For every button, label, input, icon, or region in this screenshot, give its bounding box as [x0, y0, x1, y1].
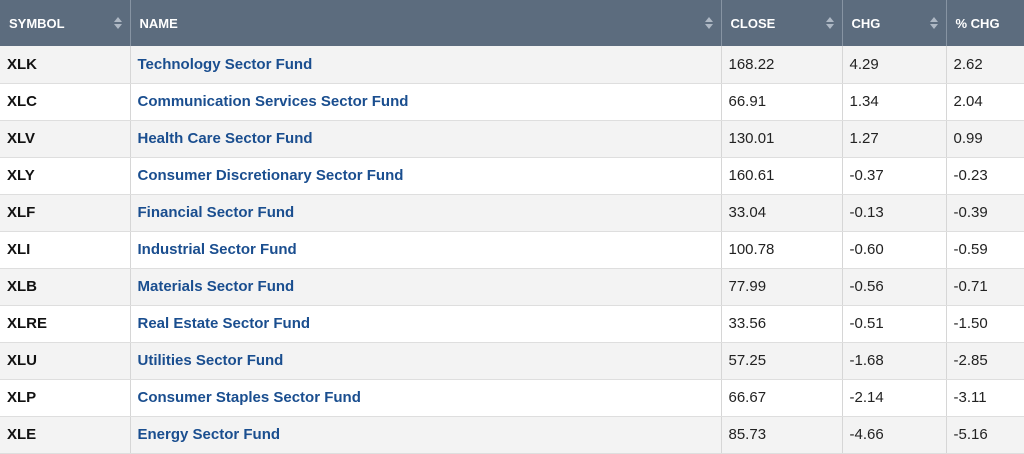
pct-chg-cell: 2.62 [946, 46, 1024, 84]
table-row: XLI Industrial Sector Fund 100.78 -0.60 … [0, 231, 1024, 269]
column-header-label: CHG [851, 15, 881, 31]
symbol-cell: XLP [0, 379, 131, 417]
pct-chg-cell: -0.71 [946, 268, 1024, 306]
close-cell: 57.25 [721, 342, 843, 380]
fund-name-link[interactable]: Utilities Sector Fund [137, 352, 284, 369]
chg-cell: -0.51 [842, 305, 947, 343]
sort-icon [113, 17, 122, 29]
name-cell: Energy Sector Fund [130, 416, 722, 454]
fund-name-link[interactable]: Consumer Staples Sector Fund [137, 389, 361, 406]
fund-name-link[interactable]: Industrial Sector Fund [137, 241, 297, 258]
name-cell: Consumer Staples Sector Fund [130, 379, 722, 417]
name-cell: Materials Sector Fund [130, 268, 722, 306]
name-cell: Communication Services Sector Fund [130, 83, 722, 121]
pct-chg-cell: -1.50 [946, 305, 1024, 343]
close-cell: 85.73 [721, 416, 843, 454]
fund-name-link[interactable]: Health Care Sector Fund [137, 130, 313, 147]
table-row: XLK Technology Sector Fund 168.22 4.29 2… [0, 46, 1024, 84]
column-header-label: % CHG [955, 15, 1000, 31]
chg-cell: -0.60 [842, 231, 947, 269]
fund-name-link[interactable]: Communication Services Sector Fund [137, 93, 409, 110]
pct-chg-cell: -2.85 [946, 342, 1024, 380]
symbol-cell: XLE [0, 416, 131, 454]
chg-cell: -1.68 [842, 342, 947, 380]
close-cell: 130.01 [721, 120, 843, 158]
table-row: XLY Consumer Discretionary Sector Fund 1… [0, 157, 1024, 195]
name-cell: Health Care Sector Fund [130, 120, 722, 158]
pct-chg-cell: -0.23 [946, 157, 1024, 195]
column-header-symbol[interactable]: SYMBOL [0, 0, 131, 46]
sort-icon [825, 17, 834, 29]
chg-cell: 1.27 [842, 120, 947, 158]
chg-cell: 4.29 [842, 46, 947, 84]
name-cell: Utilities Sector Fund [130, 342, 722, 380]
sort-icon [704, 17, 713, 29]
close-cell: 168.22 [721, 46, 843, 84]
fund-name-link[interactable]: Energy Sector Fund [137, 426, 281, 443]
symbol-cell: XLRE [0, 305, 131, 343]
close-cell: 33.56 [721, 305, 843, 343]
table-row: XLV Health Care Sector Fund 130.01 1.27 … [0, 120, 1024, 158]
name-cell: Real Estate Sector Fund [130, 305, 722, 343]
pct-chg-cell: -5.16 [946, 416, 1024, 454]
pct-chg-cell: -3.11 [946, 379, 1024, 417]
chg-cell: -0.37 [842, 157, 947, 195]
table-row: XLU Utilities Sector Fund 57.25 -1.68 -2… [0, 342, 1024, 380]
symbol-cell: XLV [0, 120, 131, 158]
symbol-cell: XLF [0, 194, 131, 232]
close-cell: 66.67 [721, 379, 843, 417]
fund-name-link[interactable]: Materials Sector Fund [137, 278, 295, 295]
table-row: XLB Materials Sector Fund 77.99 -0.56 -0… [0, 268, 1024, 306]
table-row: XLP Consumer Staples Sector Fund 66.67 -… [0, 379, 1024, 417]
column-header-close[interactable]: CLOSE [721, 0, 843, 46]
symbol-cell: XLI [0, 231, 131, 269]
table-row: XLE Energy Sector Fund 85.73 -4.66 -5.16 [0, 416, 1024, 454]
chg-cell: -2.14 [842, 379, 947, 417]
table-row: XLF Financial Sector Fund 33.04 -0.13 -0… [0, 194, 1024, 232]
fund-name-link[interactable]: Financial Sector Fund [137, 204, 295, 221]
close-cell: 160.61 [721, 157, 843, 195]
column-header-pct-chg[interactable]: % CHG [946, 0, 1024, 46]
name-cell: Consumer Discretionary Sector Fund [130, 157, 722, 195]
column-header-label: NAME [139, 15, 178, 31]
symbol-cell: XLC [0, 83, 131, 121]
column-header-label: SYMBOL [9, 15, 65, 31]
close-cell: 33.04 [721, 194, 843, 232]
chg-cell: -0.13 [842, 194, 947, 232]
pct-chg-cell: 2.04 [946, 83, 1024, 121]
pct-chg-cell: 0.99 [946, 120, 1024, 158]
column-header-chg[interactable]: CHG [842, 0, 947, 46]
pct-chg-cell: -0.59 [946, 231, 1024, 269]
column-header-name[interactable]: NAME [130, 0, 722, 46]
fund-name-link[interactable]: Consumer Discretionary Sector Fund [137, 167, 404, 184]
close-cell: 77.99 [721, 268, 843, 306]
chg-cell: -4.66 [842, 416, 947, 454]
fund-name-link[interactable]: Technology Sector Fund [137, 55, 313, 73]
fund-name-link[interactable]: Real Estate Sector Fund [137, 315, 311, 332]
table-body: XLK Technology Sector Fund 168.22 4.29 2… [0, 46, 1024, 454]
name-cell: Technology Sector Fund [130, 46, 722, 84]
symbol-cell: XLB [0, 268, 131, 306]
symbol-cell: XLY [0, 157, 131, 195]
name-cell: Financial Sector Fund [130, 194, 722, 232]
close-cell: 100.78 [721, 231, 843, 269]
table-row: XLRE Real Estate Sector Fund 33.56 -0.51… [0, 305, 1024, 343]
header-row: SYMBOL NAME CLOSE CHG % CHG [0, 0, 1024, 46]
table-header: SYMBOL NAME CLOSE CHG % CHG [0, 0, 1024, 46]
chg-cell: 1.34 [842, 83, 947, 121]
symbol-cell: XLU [0, 342, 131, 380]
chg-cell: -0.56 [842, 268, 947, 306]
name-cell: Industrial Sector Fund [130, 231, 722, 269]
sort-icon [929, 17, 938, 29]
symbol-cell: XLK [0, 46, 131, 84]
pct-chg-cell: -0.39 [946, 194, 1024, 232]
table-row: XLC Communication Services Sector Fund 6… [0, 83, 1024, 121]
column-header-label: CLOSE [730, 15, 776, 31]
close-cell: 66.91 [721, 83, 843, 121]
